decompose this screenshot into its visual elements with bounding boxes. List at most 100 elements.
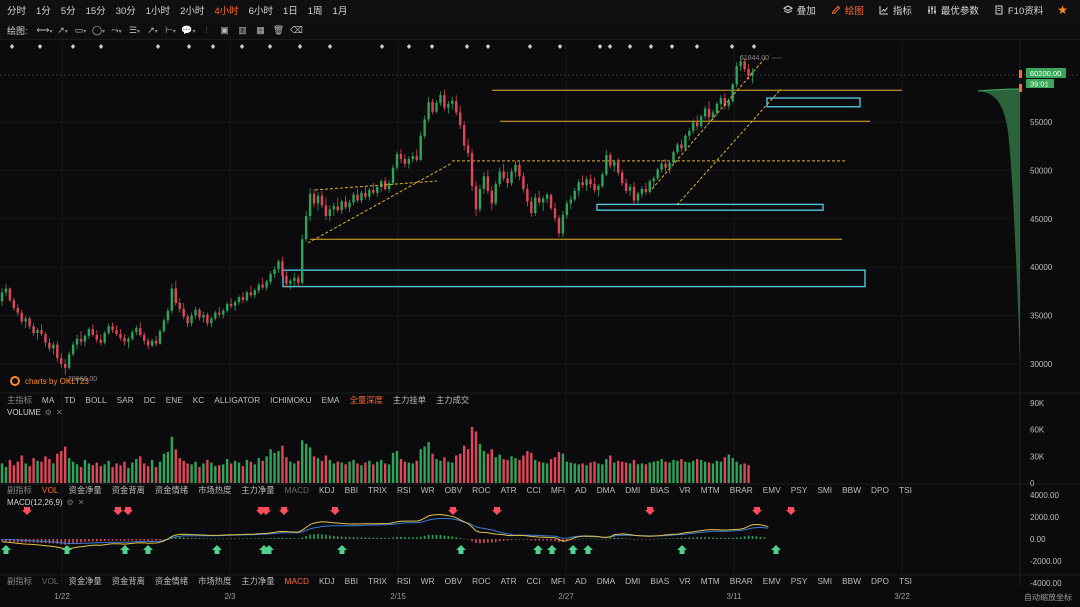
indicator-tab[interactable]: TSI <box>899 575 912 586</box>
indicator-tab[interactable]: TRIX <box>368 575 387 586</box>
indicator-tab[interactable]: BBI <box>344 484 359 495</box>
indicator-tab[interactable]: 市场热度 <box>198 484 232 495</box>
indicator-tab[interactable]: 主力成交 <box>435 394 470 405</box>
indicator-tab[interactable]: SMI <box>817 575 833 586</box>
indicator-tab[interactable]: DMA <box>596 575 616 586</box>
indicator-tab[interactable]: ATR <box>500 575 517 586</box>
rectangle-tool-icon[interactable]: ▭▾ <box>74 24 87 35</box>
indicator-tab[interactable]: DMA <box>596 484 616 495</box>
interval-8[interactable]: 4小时 <box>214 6 239 17</box>
trash-icon[interactable]: 🗑 <box>272 24 285 35</box>
ray-tool-icon[interactable]: ↗▾ <box>57 24 68 35</box>
interval-5[interactable]: 30分 <box>115 6 136 17</box>
indicator-tab[interactable]: 主力净量 <box>241 575 275 586</box>
indicator-tab[interactable]: KDJ <box>318 484 335 495</box>
indicator-tab[interactable]: MTM <box>700 484 720 495</box>
indicator-tab[interactable]: TSI <box>899 484 912 495</box>
arrow-tool-icon[interactable]: ↗▾ <box>147 24 158 35</box>
indicator-tab[interactable]: DMI <box>625 575 641 586</box>
indicator-tab[interactable]: ENE <box>165 394 183 405</box>
indicator-button[interactable]: 指标 <box>878 3 912 17</box>
indicator-tab[interactable]: DC <box>143 394 156 405</box>
indicator-tab[interactable]: BBI <box>344 575 359 586</box>
indicator-tab[interactable]: PSY <box>790 484 808 495</box>
indicator-tab[interactable]: ROC <box>472 484 491 495</box>
indicator-tab[interactable]: MTM <box>700 575 720 586</box>
indicator-tab[interactable]: 资金净量 <box>68 575 102 586</box>
indicator-tab[interactable]: ICHIMOKU <box>270 394 312 405</box>
indicator-tab[interactable]: OBV <box>444 484 463 495</box>
indicator-tab[interactable]: 资金情绪 <box>154 484 189 495</box>
indicator-tab[interactable]: 全量深度 <box>349 394 383 405</box>
indicator-tab[interactable]: VOL <box>41 484 59 495</box>
close-icon[interactable]: ✕ <box>77 498 85 507</box>
indicator-tab[interactable]: SAR <box>116 394 134 405</box>
indicator-tab[interactable]: MFI <box>550 575 566 586</box>
close-icon[interactable]: ✕ <box>55 408 63 417</box>
best-params-button[interactable]: 最优参数 <box>926 3 979 17</box>
indicator-tab[interactable]: 资金情绪 <box>154 575 189 586</box>
indicator-tab[interactable]: KC <box>192 394 205 405</box>
indicator-tab[interactable]: MACD <box>284 575 309 586</box>
indicator-tab[interactable]: 市场热度 <box>198 575 232 586</box>
annotation-tool-icon[interactable]: 💬▾ <box>181 24 196 35</box>
indicator-tab[interactable]: MA <box>41 394 55 405</box>
indicator-tab[interactable]: DPO <box>871 575 890 586</box>
interval-7[interactable]: 2小时 <box>180 6 205 17</box>
indicator-tab[interactable]: RSI <box>396 575 411 586</box>
indicator-tab[interactable]: CCI <box>526 484 541 495</box>
chart-template-icon[interactable]: ▣ <box>220 24 229 35</box>
indicator-tab[interactable]: AD <box>575 484 587 495</box>
indicator-tab[interactable]: KDJ <box>318 575 335 586</box>
indicator-tab[interactable]: BIAS <box>650 575 670 586</box>
indicator-tab[interactable]: BBW <box>842 575 862 586</box>
indicator-tab[interactable]: SMI <box>817 484 833 495</box>
indicator-tab[interactable]: WR <box>420 575 435 586</box>
indicator-tab[interactable]: VR <box>679 484 691 495</box>
indicator-tab[interactable]: BOLL <box>85 394 107 405</box>
indicator-tab[interactable]: VOL <box>41 575 59 586</box>
indicator-tab[interactable]: OBV <box>444 575 463 586</box>
indicator-tab[interactable]: BBW <box>842 484 862 495</box>
interval-1[interactable]: 分时 <box>7 6 27 17</box>
interval-6[interactable]: 1小时 <box>145 6 171 17</box>
gear-icon[interactable]: ⚙ <box>44 408 52 417</box>
interval-10[interactable]: 1日 <box>282 6 298 17</box>
indicator-tab[interactable]: WR <box>420 484 435 495</box>
f10-button[interactable]: F10资料 <box>993 3 1043 17</box>
interval-2[interactable]: 1分 <box>36 6 51 17</box>
interval-12[interactable]: 1月 <box>332 6 348 17</box>
indicator-tab[interactable]: RSI <box>396 484 411 495</box>
star-icon[interactable]: ★ <box>1057 3 1068 17</box>
bar-pattern-icon[interactable]: ⫶ <box>205 24 208 35</box>
eraser-icon[interactable]: ⌫ <box>290 24 303 35</box>
interval-9[interactable]: 6小时 <box>248 6 273 17</box>
stats-icon[interactable]: ▦ <box>256 24 265 35</box>
ellipse-tool-icon[interactable]: ◯▾ <box>91 24 106 35</box>
indicator-tab[interactable]: VR <box>679 575 691 586</box>
indicator-tab[interactable]: ROC <box>472 575 491 586</box>
indicator-tab[interactable]: 资金净量 <box>68 484 102 495</box>
indicator-tab[interactable]: PSY <box>790 575 808 586</box>
indicator-tab[interactable]: MACD <box>284 484 309 495</box>
line-tool-icon[interactable]: ⟷▾ <box>36 24 53 35</box>
gear-icon[interactable]: ⚙ <box>66 498 74 507</box>
indicator-tab[interactable]: DPO <box>871 484 890 495</box>
interval-11[interactable]: 1周 <box>307 6 323 17</box>
measure-tool-icon[interactable]: ⊢▾ <box>165 24 176 35</box>
interval-4[interactable]: 15分 <box>85 6 106 17</box>
fib-tool-icon[interactable]: ☰▾ <box>128 24 141 35</box>
overlay-button[interactable]: 叠加 <box>782 3 816 17</box>
indicator-tab[interactable]: BRAR <box>729 575 753 586</box>
interval-3[interactable]: 5分 <box>60 6 76 17</box>
indicator-tab[interactable]: ATR <box>500 484 517 495</box>
indicator-tab[interactable]: 资金背离 <box>111 484 145 495</box>
indicator-tab[interactable]: TD <box>64 394 76 405</box>
indicator-tab[interactable]: BIAS <box>650 484 670 495</box>
draw-button[interactable]: 绘图 <box>830 3 864 17</box>
indicator-tab[interactable]: ALLIGATOR <box>214 394 261 405</box>
indicator-tab[interactable]: 主力净量 <box>241 484 275 495</box>
indicator-tab[interactable]: CCI <box>526 575 541 586</box>
indicator-tab[interactable]: AD <box>575 575 587 586</box>
indicator-tab[interactable]: MFI <box>550 484 566 495</box>
